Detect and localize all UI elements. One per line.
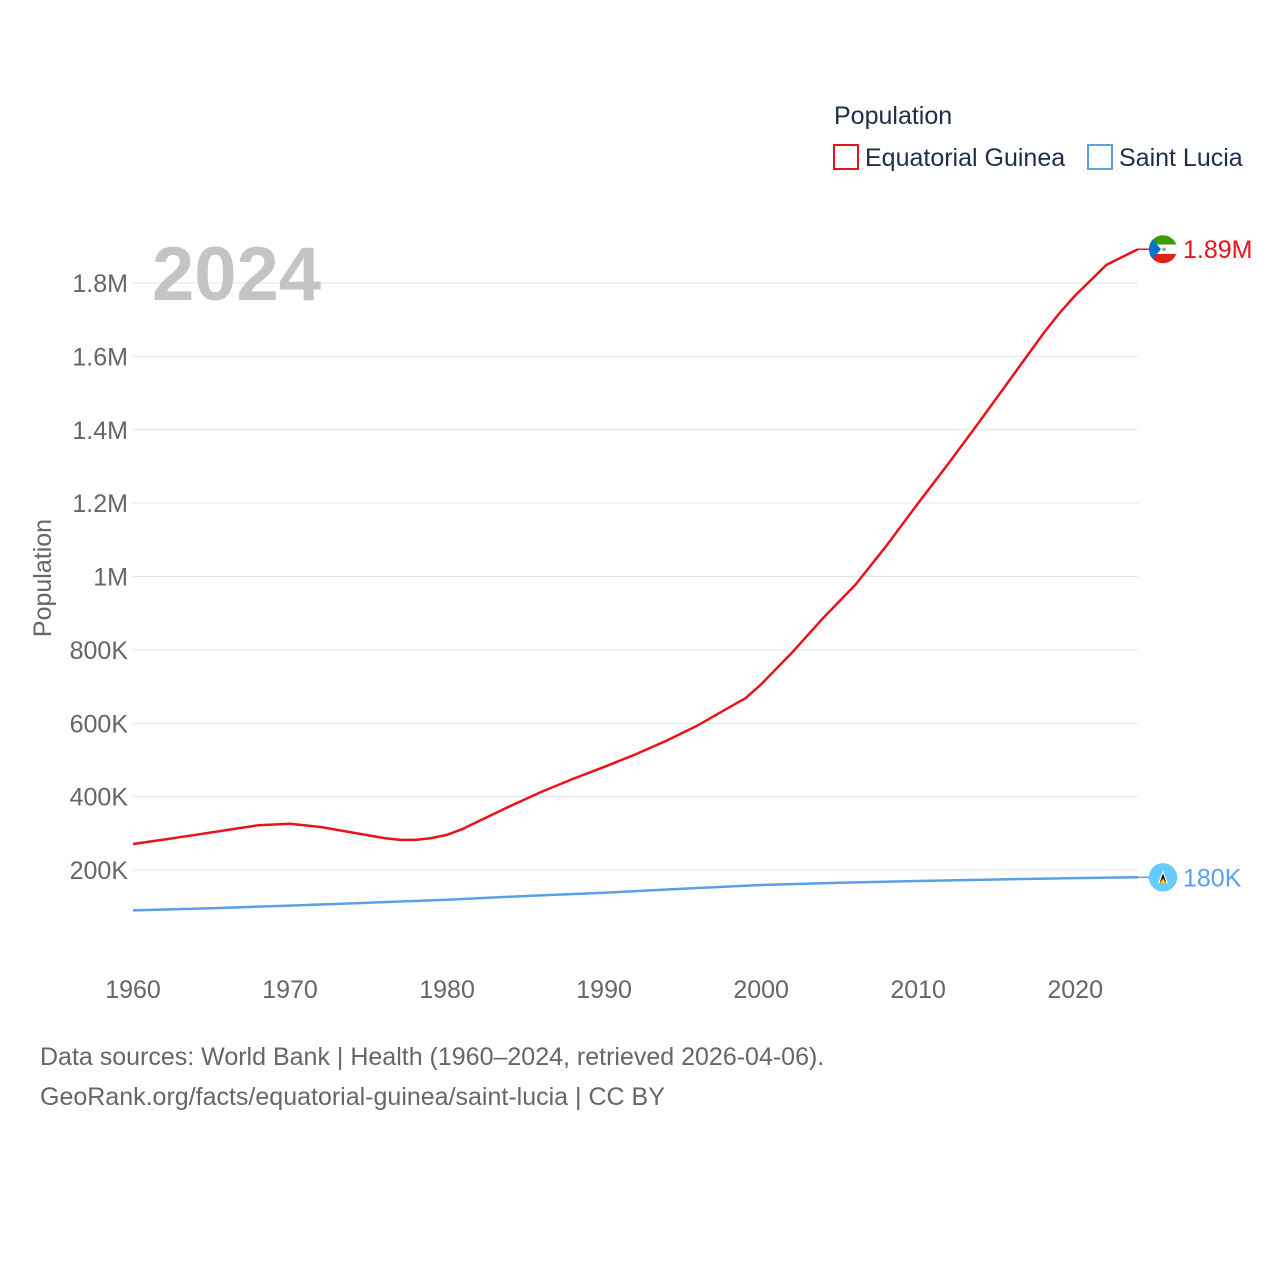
grid-lines [133,282,1138,871]
x-tick-label: 2010 [890,976,946,1004]
end-value-label-saint-lucia: 180K [1183,864,1242,892]
footer-data-sources: Data sources: World Bank | Health (1960–… [40,1043,825,1071]
legend-label-equatorial-guinea: Equatorial Guinea [865,144,1065,172]
end-value-label-equatorial-guinea: 1.89M [1183,236,1252,264]
y-tick-label: 800K [70,637,129,665]
y-tick-label: 1.2M [72,490,128,518]
legend-item-saint-lucia[interactable]: Saint Lucia [1087,144,1243,172]
y-tick-label: 200K [70,857,129,885]
y-tick-label: 400K [70,784,129,812]
y-axis-label: Population [29,519,57,637]
current-year-label: 2024 [152,232,321,317]
y-tick-label: 1.8M [72,270,128,298]
legend-swatch-saint-lucia [1087,144,1113,170]
legend-title: Population [834,102,952,130]
legend-swatch-equatorial-guinea [833,144,859,170]
series-line-equatorial-guinea[interactable] [132,248,1139,846]
x-tick-label: 1970 [262,976,318,1004]
x-tick-label: 1990 [576,976,632,1004]
legend-item-equatorial-guinea[interactable]: Equatorial Guinea [833,144,1065,172]
legend-label-saint-lucia: Saint Lucia [1119,144,1243,172]
series-line-saint-lucia[interactable] [132,876,1139,912]
series-lines [132,248,1139,912]
equatorial-guinea-flag-icon [1148,234,1178,264]
saint-lucia-flag-icon [1148,862,1178,892]
x-tick-label: 2020 [1047,976,1103,1004]
x-axis-ticks: 1960 1970 1980 1990 2000 2010 2020 [105,976,1103,1004]
x-tick-label: 2000 [733,976,789,1004]
y-axis-ticks: 200K 400K 600K 800K 1M 1.2M 1.4M 1.6M 1.8M [70,270,129,885]
legend: Population Equatorial Guinea Saint Lucia [833,102,1243,172]
x-tick-label: 1960 [105,976,161,1004]
series-end-labels: 1.89M 180K [1138,234,1252,892]
footer-attribution: GeoRank.org/facts/equatorial-guinea/sain… [40,1083,665,1111]
y-tick-label: 1.4M [72,417,128,445]
y-tick-label: 1M [93,564,128,592]
x-tick-label: 1980 [419,976,475,1004]
y-tick-label: 1.6M [72,343,128,371]
y-tick-label: 600K [70,710,129,738]
